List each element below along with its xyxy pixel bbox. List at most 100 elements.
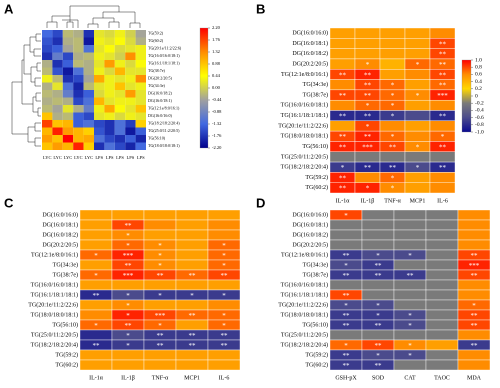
heatmap-cell — [329, 229, 363, 241]
heatmap-cell — [125, 82, 136, 90]
colorbar-tick-label: 0.00 — [212, 85, 221, 90]
heatmap-cell — [94, 112, 105, 120]
row-label: TG(18:0/18:0/18:1) — [148, 143, 180, 148]
heatmap-cell — [175, 239, 209, 251]
heatmap-cell — [52, 90, 63, 98]
significance-label: * — [222, 262, 226, 270]
heatmap-cell — [361, 239, 395, 251]
significance-label: * — [222, 252, 226, 260]
heatmap-cell — [114, 127, 126, 135]
heatmap-cell — [135, 127, 146, 135]
row-label: TG(18:0/18:0/18:1) — [281, 311, 328, 318]
heatmap-cell — [94, 90, 105, 98]
heatmap-cell — [62, 60, 74, 68]
heatmap-cell — [125, 30, 136, 38]
significance-label: ** — [221, 332, 229, 340]
significance-label: ** — [343, 352, 351, 360]
heatmap-cell — [135, 82, 146, 90]
colorbar-tick-label: -0.44 — [212, 97, 222, 102]
heatmap-cell — [361, 279, 395, 291]
heatmap-cell — [104, 30, 115, 38]
significance-label: * — [391, 185, 395, 193]
column-label: MCP1 — [184, 375, 200, 381]
column-label: IL-1β — [121, 375, 135, 381]
heatmap-cell — [425, 299, 459, 311]
heatmap-cell — [329, 120, 356, 132]
significance-label: * — [366, 123, 370, 131]
heatmap-cell — [52, 105, 63, 113]
heatmap-cell — [73, 30, 84, 38]
significance-label: ** — [339, 71, 347, 79]
significance-label: ** — [375, 322, 383, 330]
row-label: DG(16:0/18:1) — [148, 98, 172, 103]
heatmap-cell — [52, 60, 63, 68]
heatmap-cell — [114, 45, 126, 53]
heatmap-cell — [135, 105, 146, 113]
heatmap-cell — [114, 112, 126, 120]
heatmap-cell — [425, 259, 459, 271]
heatmap-cell — [94, 105, 105, 113]
heatmap-cell — [135, 67, 146, 75]
column-label: SOD — [372, 375, 385, 381]
significance-label: ** — [364, 164, 372, 172]
significance-label: * — [344, 302, 348, 310]
heatmap-cell — [457, 219, 491, 231]
significance-label: * — [366, 185, 370, 193]
significance-label: * — [126, 242, 130, 250]
heatmap-cell — [52, 30, 63, 38]
heatmap-cell — [79, 359, 113, 371]
heatmap-cell — [52, 67, 63, 75]
heatmap-cell — [42, 37, 53, 45]
heatmap-cell — [62, 135, 74, 143]
heatmap-cell — [135, 135, 146, 143]
row-label: TG(56:10) — [302, 321, 328, 328]
colorbar-tick-label: 1.32 — [212, 49, 220, 54]
heatmap-cell — [361, 329, 395, 341]
column-label: CAT — [404, 375, 416, 381]
significance-label: * — [416, 92, 420, 100]
heatmap-cell — [429, 151, 456, 163]
heatmap-cell — [207, 209, 241, 221]
panel-label: B — [256, 1, 265, 16]
colorbar-tick-label: -1.76 — [212, 133, 222, 138]
row-label: TG(59:2) — [305, 351, 328, 358]
row-label: TG(56:10) — [52, 321, 78, 328]
heatmap-cell — [143, 229, 177, 241]
column-label: LPS — [127, 155, 135, 160]
heatmap-cell — [62, 45, 74, 53]
significance-label: ** — [125, 222, 133, 230]
significance-label: * — [408, 322, 412, 330]
heatmap-cell — [425, 219, 459, 231]
heatmap-cell — [175, 299, 209, 311]
row-label: TG(59:2) — [305, 174, 328, 181]
heatmap-cell — [379, 27, 406, 39]
heatmap-cell — [42, 30, 53, 38]
heatmap-cell — [62, 97, 74, 105]
heatmap-cell — [79, 309, 113, 321]
heatmap-cell — [393, 359, 427, 371]
heatmap-cell — [62, 82, 74, 90]
heatmap-cell — [425, 239, 459, 251]
significance-label: * — [158, 252, 162, 260]
colorbar-tick-label: 0.4 — [475, 79, 482, 85]
significance-label: ** — [439, 61, 447, 69]
heatmap-cell — [379, 151, 406, 163]
significance-label: ** — [189, 342, 197, 350]
significance-label: ** — [364, 133, 372, 141]
significance-label: ** — [471, 342, 479, 350]
significance-label: ** — [364, 82, 372, 90]
significance-label: * — [94, 252, 98, 260]
heatmap-cell — [393, 279, 427, 291]
significance-label: ** — [157, 342, 165, 350]
heatmap-cell — [42, 127, 53, 135]
heatmap-cell — [94, 97, 105, 105]
colorbar — [461, 59, 472, 133]
row-label: TG(12:1e/8:0/16:1) — [281, 251, 328, 258]
heatmap-cell — [83, 60, 94, 68]
significance-label: * — [126, 302, 130, 310]
significance-label: ** — [471, 272, 479, 280]
heatmap-cell — [175, 229, 209, 241]
heatmap-cell — [329, 279, 363, 291]
heatmap-cell — [83, 135, 94, 143]
significance-label: * — [126, 232, 130, 240]
